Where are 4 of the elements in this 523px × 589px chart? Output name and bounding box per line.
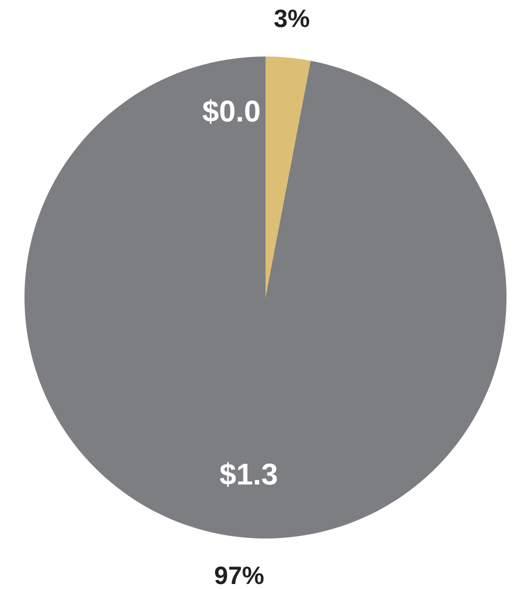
data-label: 3% [274,5,310,34]
text: $0.0 [202,95,261,128]
data-label: 97% [214,562,264,589]
text: $1.3 [220,458,278,492]
